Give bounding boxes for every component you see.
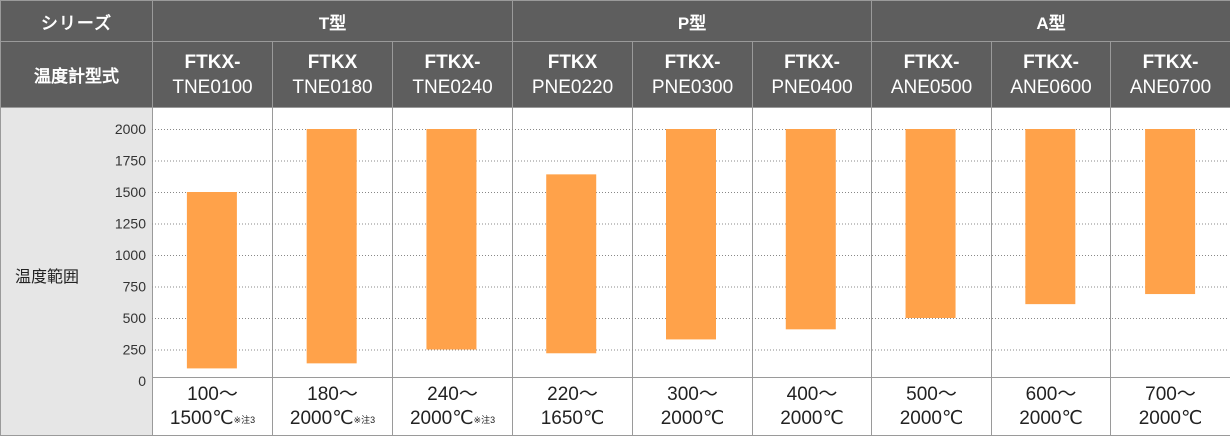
range-bar-pne0220 — [546, 174, 597, 354]
y-tick-label: 1250 — [115, 216, 146, 232]
range-bar-pne0400 — [785, 129, 836, 330]
model-suffix: ANE0600 — [1010, 76, 1092, 98]
model-suffix: PNE0220 — [531, 76, 614, 98]
range-cell: 240～ 2000℃※注3 — [391, 377, 514, 436]
footnote-mark: ※注3 — [353, 414, 376, 425]
model-header: 温度計型式 — [0, 41, 153, 108]
y-tick-label: 500 — [123, 310, 147, 326]
model-cell: FTKX TNE0180 — [272, 41, 393, 108]
range-bar-ane0700 — [1145, 129, 1196, 295]
range-high: 2000℃ — [780, 407, 844, 429]
range-low: 400～ — [786, 383, 838, 405]
model-cell: FTKX- ANE0700 — [1110, 41, 1230, 108]
model-suffix: ANE0700 — [1129, 76, 1212, 98]
model-prefix: FTKX- — [184, 51, 241, 73]
y-tick-label: 750 — [123, 279, 147, 295]
y-tick-label: 1500 — [115, 184, 146, 200]
range-high: 2000℃ — [1019, 407, 1083, 429]
range-bar-tne0100 — [186, 192, 237, 369]
model-cell: FTKX- TNE0100 — [152, 41, 273, 108]
model-suffix: PNE0300 — [651, 76, 734, 98]
range-cell: 400～ 2000℃ — [752, 377, 873, 436]
model-prefix: FTKX- — [424, 51, 481, 73]
y-tick-label: 0 — [138, 373, 146, 389]
range-low: 500～ — [906, 383, 957, 405]
y-tick-label: 2000 — [115, 121, 146, 137]
model-suffix: PNE0400 — [771, 76, 853, 98]
range-high: 1650℃ — [540, 407, 605, 429]
model-prefix: FTKX- — [664, 51, 721, 73]
temperature-range-label: 温度範囲 — [0, 107, 153, 436]
y-tick-label: 250 — [123, 342, 147, 358]
range-cell: 500～ 2000℃ — [871, 377, 993, 436]
range-bar-tne0180 — [306, 129, 357, 364]
series-header: シリーズ — [0, 0, 153, 42]
range-low: 180～ — [307, 383, 358, 405]
y-tick-label: 1000 — [115, 247, 146, 263]
model-suffix: ANE0500 — [890, 76, 973, 98]
range-low: 100～ — [187, 383, 238, 405]
model-prefix: FTKX- — [784, 51, 840, 73]
model-cell: FTKX- PNE0300 — [632, 41, 754, 108]
footnote-mark: ※注3 — [473, 414, 496, 425]
range-bar-ane0600 — [1025, 129, 1076, 305]
range-cell: 600～ 2000℃ — [991, 377, 1112, 436]
range-cell: 700～ 2000℃ — [1110, 377, 1230, 436]
range-high: 2000℃ — [1138, 407, 1203, 429]
range-low: 600～ — [1025, 383, 1077, 405]
range-low: 700～ — [1145, 383, 1196, 405]
model-suffix: TNE0180 — [292, 76, 373, 98]
range-bar-ane0500 — [905, 129, 956, 318]
range-high: 2000℃ — [899, 407, 964, 429]
model-prefix: FTKX- — [1142, 51, 1199, 73]
range-high: 2000℃ — [660, 407, 725, 429]
group-header-t: T型 — [151, 0, 514, 42]
range-high: 2000℃ — [409, 407, 474, 429]
footnote-mark: ※注3 — [233, 414, 256, 425]
row-label-text: 温度範囲 — [15, 269, 80, 286]
range-high: 1500℃ — [169, 407, 234, 429]
model-prefix: FTKX — [307, 51, 358, 73]
range-bar-pne0300 — [666, 129, 716, 340]
model-cell: FTKX- PNE0400 — [752, 41, 873, 108]
range-low: 300～ — [667, 383, 718, 405]
model-cell: FTKX PNE0220 — [512, 41, 634, 108]
model-suffix: TNE0100 — [172, 76, 253, 98]
model-suffix: TNE0240 — [412, 76, 493, 98]
model-prefix: FTKX- — [1023, 51, 1079, 73]
range-high: 2000℃ — [289, 407, 354, 429]
model-prefix: FTKX- — [903, 51, 960, 73]
range-low: 220～ — [547, 383, 598, 405]
range-low: 240～ — [427, 383, 478, 405]
range-bar-tne0240 — [426, 129, 477, 350]
group-header-a: A型 — [871, 0, 1230, 42]
model-prefix: FTKX — [547, 51, 598, 73]
y-tick-label: 1750 — [115, 153, 146, 169]
range-cell: 300～ 2000℃ — [632, 377, 754, 436]
model-cell: FTKX- ANE0500 — [871, 41, 993, 108]
